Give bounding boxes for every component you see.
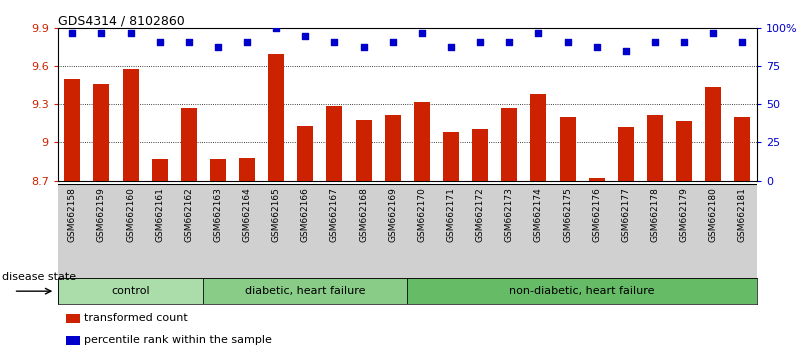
Bar <box>64 79 80 181</box>
Text: GSM662179: GSM662179 <box>679 187 689 242</box>
Bar <box>239 158 255 181</box>
Text: GSM662169: GSM662169 <box>388 187 397 242</box>
Bar <box>676 121 692 181</box>
Text: GSM662174: GSM662174 <box>534 187 543 242</box>
Bar <box>58 278 203 304</box>
Point <box>183 39 195 45</box>
Text: GSM662170: GSM662170 <box>417 187 426 242</box>
Text: GSM662176: GSM662176 <box>592 187 602 242</box>
Bar <box>181 108 197 181</box>
Bar <box>407 278 757 304</box>
Point <box>532 30 545 36</box>
Point <box>95 30 108 36</box>
Point <box>357 44 370 50</box>
Text: transformed count: transformed count <box>84 313 188 323</box>
Point <box>619 48 632 54</box>
Text: GSM662168: GSM662168 <box>359 187 368 242</box>
Bar <box>94 84 110 181</box>
Point <box>66 30 78 36</box>
Text: GSM662158: GSM662158 <box>68 187 77 242</box>
Bar <box>297 126 313 181</box>
Point <box>240 39 253 45</box>
Text: GSM662173: GSM662173 <box>505 187 513 242</box>
Text: GSM662165: GSM662165 <box>272 187 280 242</box>
Text: GSM662162: GSM662162 <box>184 187 193 242</box>
Point <box>503 39 516 45</box>
Text: GSM662163: GSM662163 <box>213 187 223 242</box>
Bar <box>560 117 576 181</box>
Bar <box>203 278 407 304</box>
Text: control: control <box>111 286 150 296</box>
Point <box>473 39 486 45</box>
Text: percentile rank within the sample: percentile rank within the sample <box>84 335 272 345</box>
Text: GSM662178: GSM662178 <box>650 187 659 242</box>
Bar <box>735 117 751 181</box>
Bar <box>384 115 400 181</box>
Text: non-diabetic, heart failure: non-diabetic, heart failure <box>509 286 655 296</box>
Bar <box>530 94 546 181</box>
Bar <box>618 127 634 181</box>
Text: GSM662161: GSM662161 <box>155 187 164 242</box>
Point <box>386 39 399 45</box>
Bar <box>66 314 80 323</box>
Bar <box>472 129 488 181</box>
Bar <box>268 54 284 181</box>
Bar <box>327 106 343 181</box>
Text: disease state: disease state <box>2 272 76 282</box>
Bar <box>210 159 226 181</box>
Bar <box>414 102 430 181</box>
Point <box>299 33 312 39</box>
Text: GSM662177: GSM662177 <box>622 187 630 242</box>
Text: GSM662159: GSM662159 <box>97 187 106 242</box>
Bar <box>443 132 459 181</box>
Point <box>736 39 749 45</box>
Text: diabetic, heart failure: diabetic, heart failure <box>245 286 365 296</box>
Bar <box>501 108 517 181</box>
Text: GSM662175: GSM662175 <box>563 187 572 242</box>
Text: GSM662171: GSM662171 <box>446 187 456 242</box>
Text: GSM662167: GSM662167 <box>330 187 339 242</box>
Text: GSM662180: GSM662180 <box>709 187 718 242</box>
Text: GSM662160: GSM662160 <box>126 187 135 242</box>
Point <box>445 44 457 50</box>
Text: GSM662166: GSM662166 <box>301 187 310 242</box>
Text: GDS4314 / 8102860: GDS4314 / 8102860 <box>58 14 184 27</box>
Text: GSM662172: GSM662172 <box>476 187 485 242</box>
Bar <box>356 120 372 181</box>
Bar <box>66 336 80 344</box>
Bar <box>705 87 721 181</box>
Point <box>270 25 283 31</box>
Bar <box>589 178 605 181</box>
Point <box>416 30 429 36</box>
Point <box>678 39 690 45</box>
Point <box>562 39 574 45</box>
Point <box>706 30 719 36</box>
Point <box>590 44 603 50</box>
Bar <box>151 159 167 181</box>
Text: GSM662164: GSM662164 <box>243 187 252 242</box>
Text: GSM662181: GSM662181 <box>738 187 747 242</box>
Point <box>153 39 166 45</box>
Point <box>328 39 341 45</box>
Bar <box>647 115 663 181</box>
Point <box>211 44 224 50</box>
Bar <box>123 69 139 181</box>
Point <box>649 39 662 45</box>
Point <box>124 30 137 36</box>
